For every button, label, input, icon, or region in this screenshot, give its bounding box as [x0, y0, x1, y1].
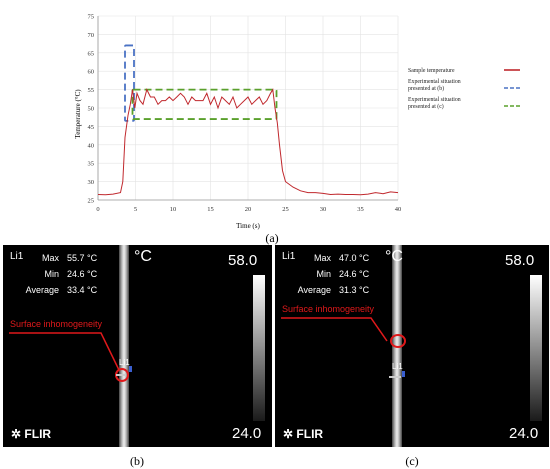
average-label: Average	[297, 285, 331, 295]
line-id: Li1	[10, 251, 24, 262]
flir-logo: ✲ FLIR	[283, 427, 323, 441]
li1-marker-label: Li1	[392, 362, 403, 371]
x-tick-label: 5	[134, 206, 137, 213]
flir-icon: ✲	[11, 427, 22, 441]
temperature-scale-bar	[253, 275, 265, 421]
flir-brand: FLIR	[296, 427, 324, 441]
legend-label: Experimental situation	[408, 79, 461, 85]
chart-axes: 25 30 35 40 45 50 55 60 65 70 75 0 5 10 15 20 25 30 35 40	[88, 14, 402, 214]
y-tick-label: 75	[88, 14, 95, 21]
unit-label: °C	[385, 248, 403, 265]
average-label: Average	[25, 285, 59, 295]
line-id: Li1	[282, 251, 296, 262]
chart-grid	[97, 15, 399, 201]
thermal-image-b: Li1 Max 55.7 °C Min 24.6 °C Average 33.4…	[3, 245, 272, 447]
series-line-sample-temperature	[97, 88, 399, 196]
max-value: 47.0 °C	[339, 253, 370, 263]
min-label: Min	[316, 269, 331, 279]
average-value: 31.3 °C	[339, 285, 370, 295]
y-tick-label: 25	[88, 198, 95, 205]
scale-max: 58.0	[228, 252, 258, 269]
x-tick-label: 10	[170, 206, 177, 213]
scale-min: 24.0	[232, 425, 262, 442]
y-tick-label: 70	[88, 32, 95, 39]
min-value: 24.6 °C	[67, 269, 98, 279]
x-tick-label: 30	[320, 206, 327, 213]
annotation-arrow	[9, 332, 132, 382]
flir-brand: FLIR	[24, 427, 52, 441]
surface-inhomogeneity-label: Surface inhomogeneity	[282, 304, 375, 314]
unit-label: °C	[134, 248, 152, 265]
max-value: 55.7 °C	[67, 253, 98, 263]
y-tick-label: 60	[88, 69, 95, 76]
situation-boxes	[124, 44, 278, 122]
x-tick-label: 25	[282, 206, 289, 213]
average-value: 33.4 °C	[67, 285, 98, 295]
y-tick-label: 30	[88, 179, 95, 186]
legend-label: Experimental situation	[408, 97, 461, 103]
y-tick-label: 65	[88, 50, 95, 57]
x-tick-label: 0	[96, 206, 99, 213]
x-tick-label: 35	[357, 206, 364, 213]
flir-logo: ✲ FLIR	[11, 427, 51, 441]
legend-label: presented at (c)	[408, 103, 444, 110]
x-tick-label: 20	[245, 206, 252, 213]
x-tick-label: 15	[207, 206, 214, 213]
situation-box-c	[131, 88, 278, 120]
chart-series	[97, 88, 399, 196]
max-label: Max	[313, 253, 331, 263]
situation-box-b	[124, 44, 135, 122]
y-tick-label: 45	[88, 124, 95, 131]
annotation-arrow	[281, 317, 406, 378]
caption-a: (a)	[265, 231, 279, 245]
li1-marker-label: Li1	[119, 358, 130, 367]
min-value: 24.6 °C	[339, 269, 370, 279]
max-label: Max	[41, 253, 59, 263]
x-tick-label: 40	[395, 206, 402, 213]
legend-label: Sample temperature	[408, 68, 455, 74]
surface-inhomogeneity-label: Surface inhomogeneity	[10, 319, 103, 329]
temperature-scale-bar	[530, 275, 542, 421]
thermal-image-c: Li1 Max 47.0 °C Min 24.6 °C Average 31.3…	[275, 245, 549, 447]
flir-icon: ✲	[283, 427, 294, 441]
scale-min: 24.0	[509, 425, 539, 442]
sample-strip	[119, 245, 129, 447]
y-tick-label: 50	[88, 106, 95, 113]
chart-legend: Sample temperature Experimental situation…	[408, 68, 520, 110]
legend-label: presented at (b)	[408, 85, 444, 92]
scale-max: 58.0	[505, 252, 535, 269]
caption-c: (c)	[405, 454, 419, 468]
temperature-chart: 25 30 35 40 45 50 55 60 65 70 75 0 5 10 15 20 25 30 35 40 S…	[74, 14, 520, 230]
x-axis-label: Time (s)	[236, 222, 260, 230]
y-tick-label: 40	[88, 142, 95, 149]
y-axis-label: Temperature (°C)	[74, 89, 82, 139]
y-tick-label: 35	[88, 161, 95, 168]
caption-b: (b)	[130, 454, 144, 468]
min-label: Min	[44, 269, 59, 279]
y-tick-label: 55	[88, 87, 95, 94]
